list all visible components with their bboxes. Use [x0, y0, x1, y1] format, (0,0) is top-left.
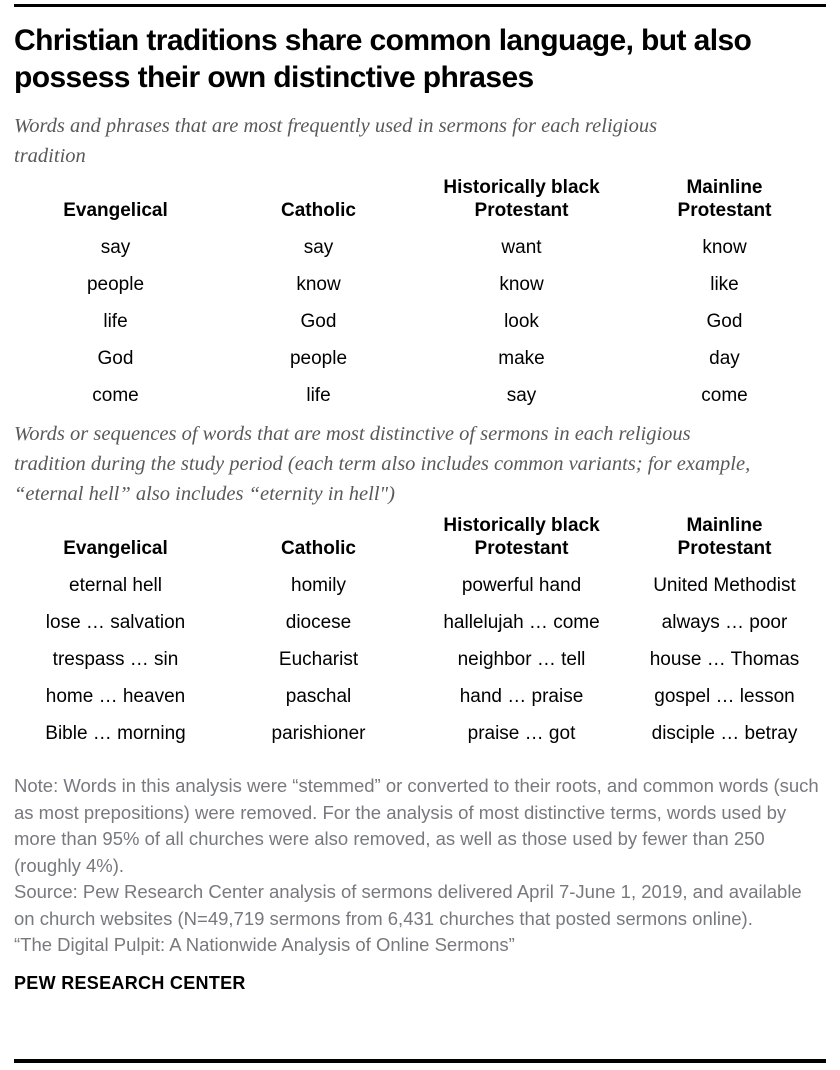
table-cell: day [709, 347, 740, 369]
column-header-evangelical: Evangelical [63, 538, 168, 559]
bottom-rule [14, 1059, 826, 1063]
top-rule [14, 4, 826, 7]
table-row: come life say come [14, 377, 826, 414]
table-cell: praise … got [467, 722, 576, 744]
table-cell: eternal hell [69, 574, 162, 596]
table-row: say say want know [14, 229, 826, 266]
frequent-words-table: Evangelical Catholic Historically black … [14, 176, 826, 414]
distinctive-words-table-header: Evangelical Catholic Historically black … [14, 514, 826, 567]
table-cell: say [303, 236, 334, 258]
table-header-row: Evangelical Catholic Historically black … [14, 514, 826, 567]
table-cell: know [499, 273, 544, 295]
table-cell: Bible … morning [45, 722, 186, 744]
table-cell: God [300, 310, 337, 332]
footnotes: Note: Words in this analysis were “stemm… [14, 773, 826, 959]
table-row: God people make day [14, 340, 826, 377]
table-row: lose … salvation diocese hallelujah … co… [14, 604, 826, 641]
table-cell: know [702, 236, 747, 258]
table-cell: hallelujah … come [443, 611, 600, 633]
table-cell: people [86, 273, 145, 295]
table1-subtitle: Words and phrases that are most frequent… [14, 115, 658, 167]
page-title: Christian traditions share common langua… [14, 24, 752, 94]
table-row: life God look God [14, 303, 826, 340]
table-cell: Eucharist [278, 648, 359, 670]
table-cell: God [97, 347, 134, 369]
column-header-catholic: Catholic [281, 538, 356, 559]
table-cell: look [504, 310, 539, 332]
table-cell: come [92, 384, 139, 406]
pew-research-center-wordmark: PEW RESEARCH CENTER [14, 972, 246, 993]
table-cell: like [710, 273, 739, 295]
source-text: Source: Pew Research Center analysis of … [14, 881, 802, 929]
table-cell: say [506, 384, 537, 406]
table-cell: want [501, 236, 542, 258]
table-row: Bible … morning parishioner praise … got… [14, 715, 826, 752]
table-cell: powerful hand [461, 574, 582, 596]
column-header-mainline-protestant: Mainline Protestant [677, 515, 772, 559]
table-cell: God [706, 310, 743, 332]
column-header-mainline-protestant: Mainline Protestant [677, 177, 772, 221]
table-cell: paschal [285, 685, 352, 707]
report-title-text: “The Digital Pulpit: A Nationwide Analys… [14, 934, 515, 955]
table-cell: life [103, 310, 128, 332]
column-header-hb-protestant: Historically black Protestant [443, 515, 600, 559]
distinctive-words-table: Evangelical Catholic Historically black … [14, 514, 826, 752]
column-header-evangelical: Evangelical [63, 200, 168, 221]
table-row: eternal hell homily powerful hand United… [14, 567, 826, 604]
table-cell: neighbor … tell [457, 648, 586, 670]
table-cell: people [289, 347, 348, 369]
column-header-catholic: Catholic [281, 200, 356, 221]
table-cell: know [296, 273, 341, 295]
table-cell: lose … salvation [45, 611, 186, 633]
table-header-row: Evangelical Catholic Historically black … [14, 176, 826, 229]
table-row: trespass … sin Eucharist neighbor … tell… [14, 641, 826, 678]
column-header-hb-protestant: Historically black Protestant [443, 177, 600, 221]
table-cell: house … Thomas [649, 648, 800, 670]
table-cell: homily [291, 574, 346, 596]
table-cell: always … poor [661, 611, 788, 633]
table-cell: make [498, 347, 545, 369]
table-cell: United Methodist [653, 574, 796, 596]
note-text: Note: Words in this analysis were “stemm… [14, 775, 819, 876]
frequent-words-table-header: Evangelical Catholic Historically black … [14, 176, 826, 229]
table-cell: trespass … sin [52, 648, 179, 670]
table-cell: come [701, 384, 748, 406]
table-cell: disciple … betray [651, 722, 798, 744]
table-cell: home … heaven [45, 685, 186, 707]
table-cell: gospel … lesson [654, 685, 795, 707]
table2-subtitle: Words or sequences of words that are mos… [14, 423, 751, 505]
table-cell: life [306, 384, 331, 406]
table-row: home … heaven paschal hand … praise gosp… [14, 678, 826, 715]
table-cell: parishioner [271, 722, 366, 744]
table-cell: hand … praise [459, 685, 584, 707]
table-row: people know know like [14, 266, 826, 303]
table-cell: diocese [285, 611, 352, 633]
table-cell: say [100, 236, 131, 258]
